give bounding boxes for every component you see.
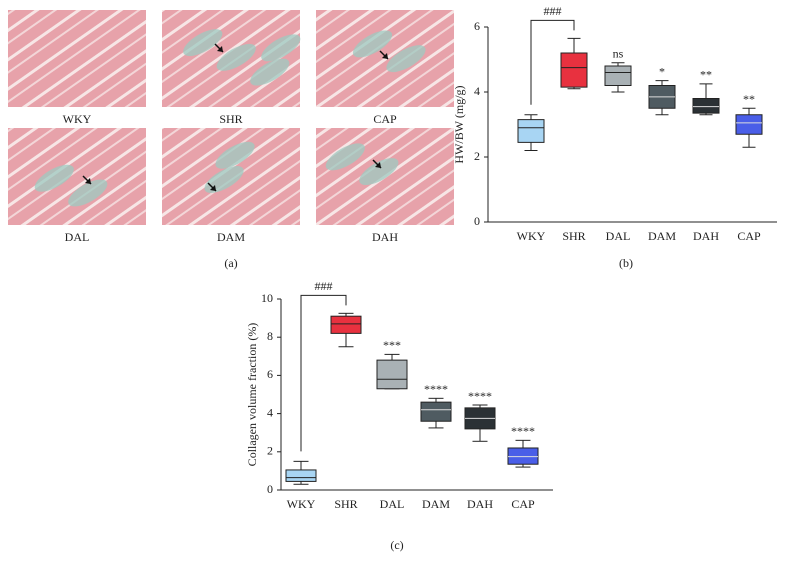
arrow-head	[85, 178, 91, 184]
x-tick-label: WKY	[517, 229, 546, 243]
panel-label: (a)	[224, 256, 237, 270]
x-tick-label: CAP	[737, 229, 761, 243]
bracket	[530, 19, 575, 105]
image-label: SHR	[219, 112, 242, 126]
image-label: CAP	[373, 112, 397, 126]
significance: **	[700, 68, 712, 82]
arrow-head	[210, 185, 216, 191]
significance: **	[743, 92, 755, 106]
image-label: WKY	[63, 112, 92, 126]
box	[285, 469, 317, 482]
x-tick-label: DAH	[467, 497, 493, 511]
y-tick-label: 8	[267, 329, 273, 343]
significance: *	[659, 64, 665, 78]
x-tick-label: SHR	[562, 229, 585, 243]
x-tick-label: DAL	[380, 497, 405, 511]
y-tick-label: 10	[261, 291, 273, 305]
box	[692, 98, 720, 114]
image-label: DAL	[65, 230, 90, 244]
fibrosis-stain	[352, 30, 393, 58]
fibrosis-stain	[325, 143, 365, 171]
panel-label: (c)	[390, 538, 403, 552]
x-tick-label: CAP	[511, 497, 535, 511]
significance: ***	[383, 338, 401, 352]
box	[420, 401, 452, 422]
fibrosis-stain	[250, 58, 290, 86]
y-tick-label: 4	[267, 405, 273, 419]
y-tick-label: 0	[267, 482, 273, 496]
panel-label: (b)	[619, 256, 633, 270]
y-axis-title: HW/BW (mg/g)	[452, 85, 466, 163]
fibrosis-stain	[215, 141, 255, 169]
x-tick-label: DAM	[422, 497, 450, 511]
box	[376, 359, 408, 390]
significance: ****	[468, 389, 492, 403]
y-tick-label: 0	[474, 214, 480, 228]
histology-image	[8, 128, 146, 225]
image-label: DAM	[217, 230, 245, 244]
image-label: DAH	[372, 230, 398, 244]
fibrosis-stain	[183, 29, 223, 57]
bracket-label: ###	[544, 4, 562, 18]
y-axis-title: Collagen volume fraction (%)	[245, 323, 259, 467]
box	[604, 65, 632, 86]
box	[330, 315, 362, 334]
fibrosis-stain	[359, 158, 399, 186]
x-tick-label: DAM	[648, 229, 676, 243]
y-tick-label: 2	[474, 149, 480, 163]
fibrosis-stain	[386, 45, 426, 73]
box	[517, 119, 545, 143]
fibrosis-stain	[261, 34, 301, 62]
box	[735, 114, 763, 135]
fibrosis-stain	[34, 164, 74, 192]
y-tick-label: 4	[474, 84, 480, 98]
fibrosis-stain	[216, 43, 256, 71]
fibrosis-stain	[68, 179, 108, 207]
significance: ****	[511, 424, 535, 438]
arrow-head	[217, 46, 223, 52]
x-tick-label: SHR	[334, 497, 357, 511]
bracket	[300, 294, 347, 452]
box	[560, 52, 588, 88]
x-tick-label: DAL	[606, 229, 631, 243]
y-tick-label: 6	[474, 19, 480, 33]
histology-image	[8, 10, 146, 107]
significance: ****	[424, 382, 448, 396]
significance: ns	[613, 47, 624, 61]
arrow-head	[375, 162, 381, 168]
y-tick-label: 2	[267, 444, 273, 458]
bracket-label: ###	[315, 279, 333, 293]
x-tick-label: DAH	[693, 229, 719, 243]
y-tick-label: 6	[267, 367, 273, 381]
x-tick-label: WKY	[287, 497, 316, 511]
arrow-head	[382, 53, 388, 59]
